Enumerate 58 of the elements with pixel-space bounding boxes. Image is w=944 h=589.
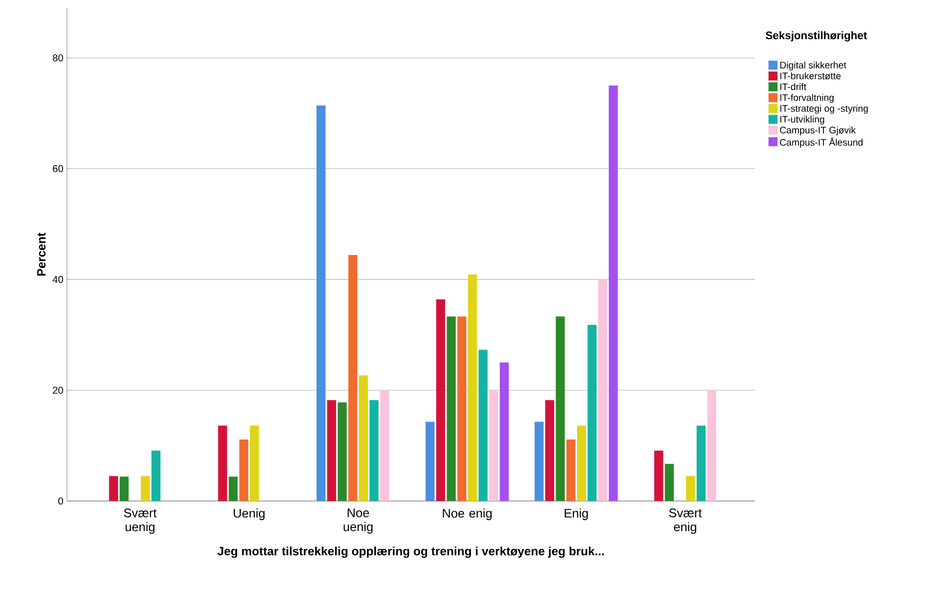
bar	[608, 86, 618, 501]
bar	[239, 440, 248, 501]
x-axis-title: Jeg mottar tilstrekkelig opplæring og trening i verktøyene jeg bruk...	[218, 546, 604, 558]
y-tick-label: 80	[52, 54, 64, 62]
legend-label: Campus-IT Ålesund	[780, 137, 863, 148]
bar	[140, 476, 150, 501]
bar	[489, 390, 498, 501]
bar	[534, 422, 544, 501]
bar	[228, 476, 238, 501]
y-tick-label: 60	[52, 165, 64, 172]
bar	[500, 362, 509, 501]
bar	[327, 400, 336, 501]
bar	[664, 464, 674, 501]
legend-label: Campus-IT Gjøvik	[780, 126, 856, 136]
x-tick-label: Uenig	[234, 508, 265, 520]
bar	[316, 105, 326, 501]
bar	[457, 316, 466, 501]
bar	[218, 426, 228, 501]
legend-label: IT-forvaltning	[780, 94, 834, 103]
legend-title: Seksjonstilhørighet	[766, 31, 867, 42]
bar	[109, 476, 118, 501]
bar	[426, 422, 435, 501]
y-tick-label: 0	[58, 497, 64, 505]
bar	[566, 440, 576, 501]
bar	[358, 375, 368, 501]
bar	[707, 390, 716, 501]
bar	[598, 279, 608, 501]
legend-label: IT-strategi og -styring	[780, 104, 868, 114]
bar	[576, 426, 586, 501]
bar	[686, 476, 696, 501]
bar	[348, 255, 358, 501]
x-tick-label: Svært uenig	[124, 508, 157, 534]
bar	[654, 450, 664, 501]
x-tick-label: Enig	[564, 508, 588, 520]
bar	[696, 426, 706, 501]
bar	[468, 274, 477, 501]
x-tick-label: Svært enig	[669, 508, 702, 534]
bar	[436, 299, 446, 501]
legend-label: IT-brukerstøtte	[780, 72, 841, 80]
y-axis-title: Percent	[37, 232, 46, 276]
legend-label: IT-drift	[780, 83, 806, 90]
bar	[338, 402, 347, 501]
x-tick-label: Noe uenig	[344, 508, 373, 534]
bar	[556, 316, 565, 501]
bar	[380, 390, 390, 501]
bar	[151, 450, 160, 501]
y-tick-label: 20	[52, 386, 64, 394]
bar	[446, 316, 456, 501]
legend-label: Digital sikkerhet	[780, 61, 846, 70]
bar	[478, 350, 488, 501]
bar	[588, 324, 597, 501]
bar	[545, 400, 554, 501]
bar	[370, 400, 379, 501]
x-tick-label: Noe enig	[442, 508, 492, 520]
bar	[250, 426, 259, 501]
legend-label: IT-utvikling	[780, 116, 824, 125]
bar	[120, 476, 129, 501]
y-tick-label: 40	[52, 276, 64, 283]
